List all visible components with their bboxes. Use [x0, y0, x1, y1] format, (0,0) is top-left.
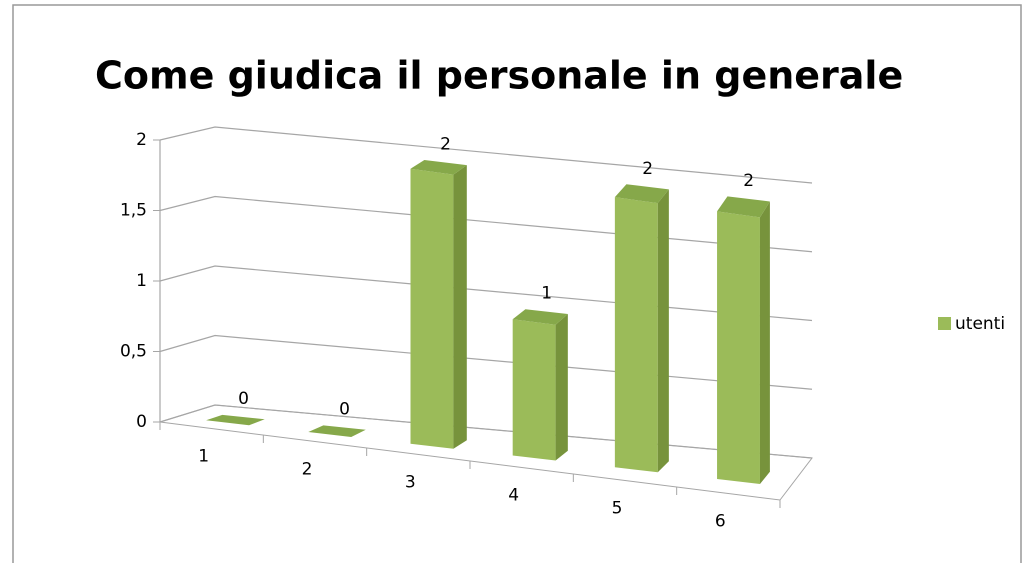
y-tick-label: 2: [136, 130, 147, 150]
bar-side: [555, 313, 568, 461]
chart-frame: [12, 4, 1022, 563]
bar-side: [759, 201, 770, 484]
x-tick-label: 1: [198, 447, 209, 467]
data-label: 2: [440, 135, 451, 155]
data-label: 0: [238, 389, 249, 409]
bar-top: [308, 425, 366, 437]
legend-swatch: [938, 317, 951, 330]
bar-top: [206, 414, 265, 426]
bar-top: [410, 159, 467, 175]
bar: [410, 159, 467, 449]
bar: [717, 196, 770, 484]
y-tick-label: 0: [136, 412, 147, 432]
bar-front: [410, 168, 454, 449]
bar-top: [512, 309, 568, 325]
y-tick-label: 0,5: [120, 342, 147, 362]
bar-front: [717, 211, 760, 484]
bar-front: [614, 197, 658, 473]
x-tick-label: 5: [612, 499, 623, 519]
x-tick-label: 3: [405, 473, 416, 493]
chart-title: Come giudica il personale in generale: [95, 54, 903, 98]
bar: [308, 425, 366, 437]
grid-line: [159, 334, 813, 390]
bar-top: [717, 196, 770, 218]
legend-label: utenti: [955, 314, 1005, 334]
grid-line: [159, 265, 813, 322]
data-label: 0: [339, 400, 350, 420]
bar: [614, 184, 669, 473]
data-label: 2: [743, 171, 754, 191]
data-label: 1: [541, 284, 552, 304]
grid-line: [159, 126, 813, 184]
bar: [512, 309, 568, 461]
bar-top: [614, 184, 669, 204]
y-tick-label: 1: [136, 271, 147, 291]
bar: [206, 414, 265, 426]
x-tick-label: 6: [715, 512, 726, 532]
grid-line: [159, 404, 813, 459]
x-tick-label: 2: [302, 460, 313, 480]
data-label: 2: [642, 159, 653, 179]
bar-front: [512, 319, 556, 461]
x-tick-label: 4: [508, 486, 519, 506]
y-tick-label: 1,5: [120, 201, 147, 221]
bar-side: [657, 189, 669, 473]
grid-line: [159, 195, 813, 253]
bar-side: [453, 165, 467, 449]
